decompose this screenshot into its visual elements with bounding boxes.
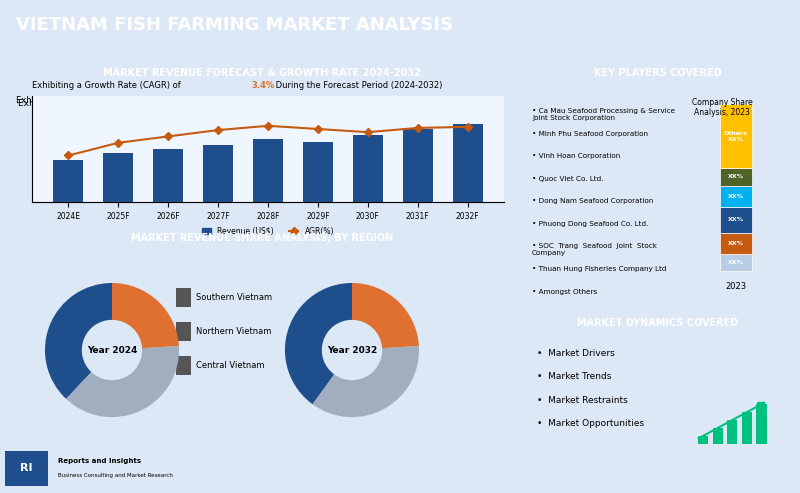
Wedge shape (112, 283, 179, 348)
Bar (303, 142, 333, 202)
Bar (203, 145, 233, 202)
Bar (756, 404, 766, 444)
Text: Southern Vietnam: Southern Vietnam (196, 293, 272, 302)
Bar (727, 420, 738, 444)
Bar (453, 124, 482, 202)
Text: • SOC  Trang  Seafood  Joint  Stock
Company: • SOC Trang Seafood Joint Stock Company (532, 244, 657, 256)
Bar (176, 322, 191, 341)
Text: 2023: 2023 (725, 282, 746, 291)
Wedge shape (285, 283, 352, 404)
Text: Year 2024: Year 2024 (87, 346, 137, 354)
Text: Business Consulting and Market Research: Business Consulting and Market Research (58, 473, 173, 478)
Text: RI: RI (20, 463, 33, 473)
Text: XX%: XX% (728, 194, 744, 199)
Text: Exhibiting a Growth Rate (CAGR) of: Exhibiting a Growth Rate (CAGR) of (18, 99, 181, 108)
Text: •  Market Opportunities: • Market Opportunities (538, 419, 645, 428)
Text: XX%: XX% (728, 175, 744, 179)
Text: Exhibiting a Growth Rate (CAGR) of: Exhibiting a Growth Rate (CAGR) of (32, 81, 183, 90)
Bar (713, 428, 723, 444)
Wedge shape (66, 346, 179, 417)
Wedge shape (352, 283, 419, 348)
Text: MARKET REVENUE SHARE ANALYSIS, BY REGION: MARKET REVENUE SHARE ANALYSIS, BY REGION (131, 233, 393, 243)
Text: 3.4%: 3.4% (214, 99, 238, 108)
Text: VIETNAM FISH FARMING MARKET ANALYSIS: VIETNAM FISH FARMING MARKET ANALYSIS (16, 16, 453, 34)
Wedge shape (313, 346, 419, 417)
Bar (253, 140, 283, 202)
Wedge shape (45, 283, 112, 399)
Bar (54, 160, 83, 202)
Bar (720, 104, 752, 169)
Bar (176, 356, 191, 375)
Bar (353, 135, 382, 202)
Legend: Revenue (US$), AGR(%): Revenue (US$), AGR(%) (199, 223, 337, 239)
Text: • Quoc Viet Co. Ltd.: • Quoc Viet Co. Ltd. (532, 176, 603, 182)
Text: During the Forecast Period (2024-2032): During the Forecast Period (2024-2032) (273, 81, 442, 90)
Text: • Vinh Hoan Corporation: • Vinh Hoan Corporation (532, 153, 620, 159)
Text: XX%: XX% (728, 217, 744, 222)
Text: MARKET REVENUE FORECAST & GROWTH RATE 2024-2032: MARKET REVENUE FORECAST & GROWTH RATE 20… (103, 68, 421, 78)
Bar (154, 149, 183, 202)
Text: 3.4%: 3.4% (251, 81, 274, 90)
Text: •  Market Trends: • Market Trends (538, 372, 612, 382)
Bar (176, 288, 191, 307)
Bar (720, 185, 752, 207)
Bar (103, 153, 134, 202)
Text: Central Vietnam: Central Vietnam (196, 361, 265, 370)
Text: • Minh Phu Seafood Corporation: • Minh Phu Seafood Corporation (532, 131, 648, 137)
Text: KEY PLAYERS COVERED: KEY PLAYERS COVERED (594, 68, 722, 78)
Text: • Thuan Hung Fisheries Company Ltd: • Thuan Hung Fisheries Company Ltd (532, 266, 666, 272)
Bar (720, 207, 752, 233)
Bar (402, 129, 433, 202)
Bar (720, 254, 752, 271)
Text: • Phuong Dong Seafood Co. Ltd.: • Phuong Dong Seafood Co. Ltd. (532, 221, 649, 227)
Text: Northern Vietnam: Northern Vietnam (196, 327, 271, 336)
Text: Company Share
Analysis, 2023: Company Share Analysis, 2023 (692, 98, 753, 117)
Text: •  Market Drivers: • Market Drivers (538, 349, 615, 358)
Text: Year 2032: Year 2032 (327, 346, 377, 354)
Bar (720, 169, 752, 185)
Bar (698, 436, 708, 444)
Bar (742, 412, 752, 444)
Text: XX%: XX% (728, 260, 744, 265)
Text: MARKET DYNAMICS COVERED: MARKET DYNAMICS COVERED (578, 318, 738, 328)
Text: Exhibiting a Growth Rate (CAGR) of: Exhibiting a Growth Rate (CAGR) of (16, 96, 167, 106)
Bar (5, 451, 48, 486)
Text: Reports and Insights: Reports and Insights (58, 458, 141, 464)
Bar (720, 233, 752, 254)
Text: XX%: XX% (728, 241, 744, 246)
Text: • Amongst Others: • Amongst Others (532, 288, 598, 294)
Text: • Ca Mau Seafood Processing & Service
Joint Stock Corporation: • Ca Mau Seafood Processing & Service Jo… (532, 108, 675, 121)
Text: Others
XX%: Others XX% (724, 131, 748, 141)
Text: • Dong Nam Seafood Corporation: • Dong Nam Seafood Corporation (532, 198, 654, 205)
Text: •  Market Restraints: • Market Restraints (538, 396, 628, 405)
